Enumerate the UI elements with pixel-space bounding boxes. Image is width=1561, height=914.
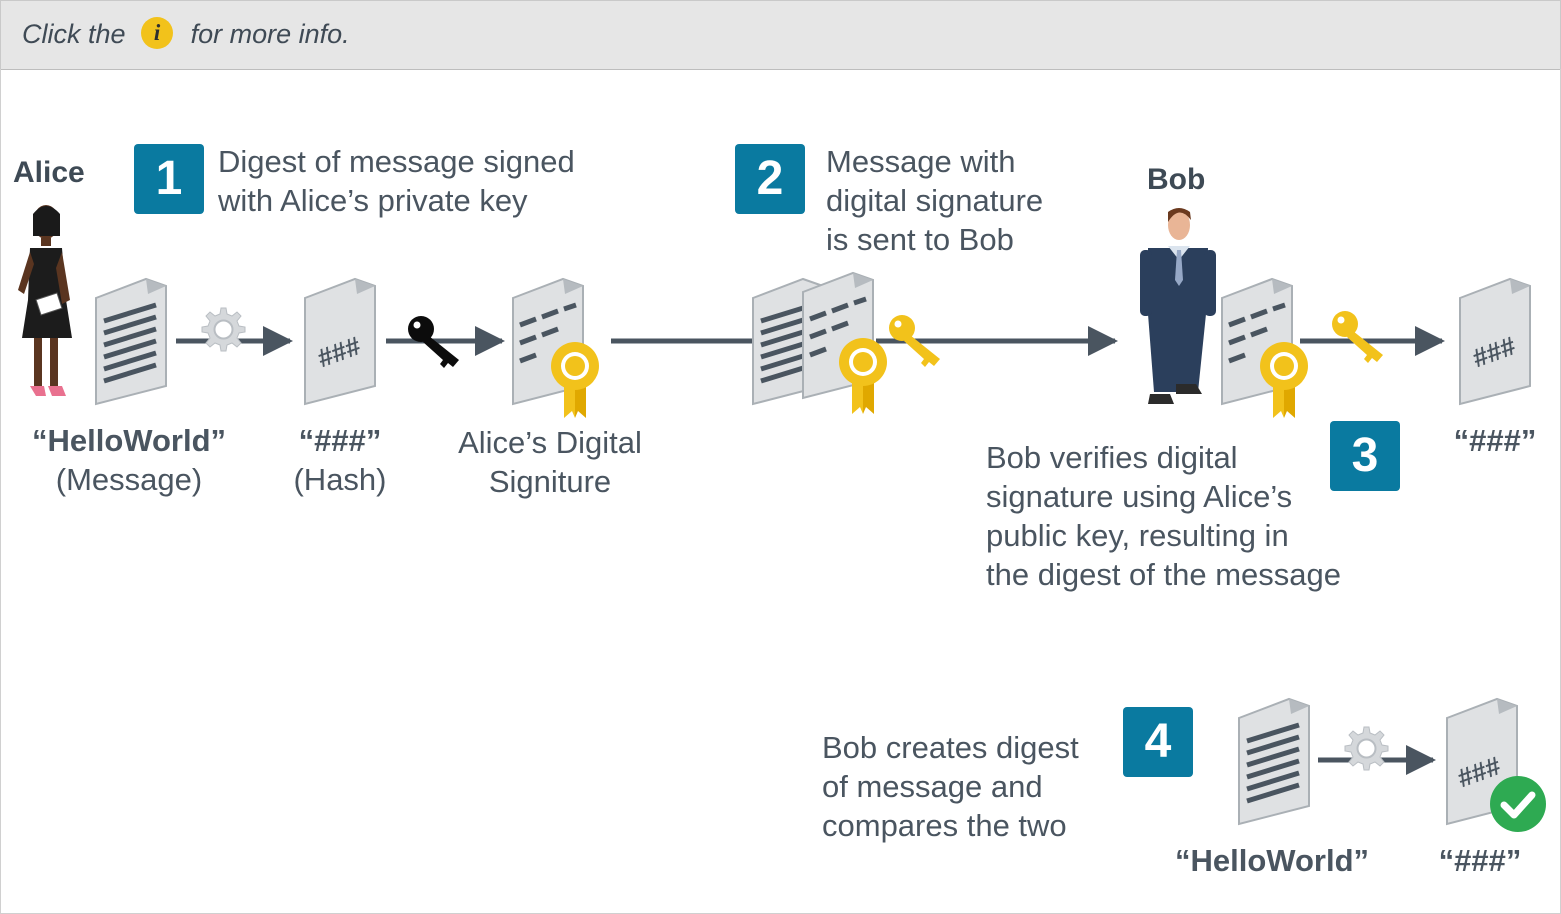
hash-label: “###” (Hash) bbox=[270, 421, 410, 499]
gear-icon bbox=[1344, 726, 1389, 771]
checkmark-icon bbox=[1490, 776, 1546, 832]
bob-name: Bob bbox=[1147, 163, 1206, 196]
bob-hash-label: “###” bbox=[1453, 423, 1537, 458]
step-4-text: Bob creates digest of message and compar… bbox=[822, 728, 1079, 845]
step-4-badge: 4 bbox=[1123, 707, 1193, 777]
hint-text-start: Click the bbox=[22, 19, 126, 49]
gear-icon bbox=[201, 307, 246, 352]
message-label: “HelloWorld” (Message) bbox=[18, 421, 240, 499]
step-2-badge: 2 bbox=[735, 144, 805, 214]
step-2-line: is sent to Bob bbox=[826, 222, 1014, 257]
alice-name: Alice bbox=[13, 156, 85, 189]
document-icon bbox=[1238, 697, 1310, 826]
step-3-line: the digest of the message bbox=[986, 557, 1342, 592]
step-3-line: Bob verifies digital bbox=[986, 440, 1238, 475]
step-1-text: Digest of message signed with Alice’s pr… bbox=[218, 142, 575, 220]
certificate-ribbon-icon bbox=[551, 342, 599, 418]
step-2-line: digital signature bbox=[826, 183, 1044, 218]
step-4-line: compares the two bbox=[822, 808, 1067, 843]
hint-text-end: for more info. bbox=[190, 19, 350, 49]
step-4-line: of message and bbox=[822, 769, 1043, 804]
person-bob-icon bbox=[1140, 208, 1216, 404]
step-3-line: signature using Alice’s bbox=[986, 479, 1293, 514]
document-icon: ### bbox=[304, 277, 376, 406]
step-1-line: Digest of message signed bbox=[218, 144, 575, 179]
message-caption: (Message) bbox=[55, 462, 203, 497]
info-icon[interactable]: i bbox=[141, 16, 174, 49]
step-4-line: Bob creates digest bbox=[822, 730, 1079, 765]
certificate-ribbon-icon bbox=[839, 338, 887, 414]
step-3-line: public key, resulting in bbox=[986, 518, 1289, 553]
signature-label: Alice’s Digital Signiture bbox=[440, 423, 660, 501]
step4-hash-label: “###” bbox=[1438, 843, 1522, 878]
step-1-badge: 1 bbox=[134, 144, 204, 214]
info-hint: Click the i for more info. bbox=[22, 16, 350, 52]
hash-value: “###” bbox=[298, 423, 382, 458]
step-1-line: with Alice’s private key bbox=[218, 183, 528, 218]
document-icon bbox=[95, 277, 167, 406]
step-3-badge: 3 bbox=[1330, 421, 1400, 491]
person-alice-icon bbox=[18, 205, 72, 396]
step-2-text: Message with digital signature is sent t… bbox=[826, 142, 1043, 259]
step4-message-label: “HelloWorld” bbox=[1174, 843, 1370, 878]
certificate-ribbon-icon bbox=[1260, 342, 1308, 418]
step-2-line: Message with bbox=[826, 144, 1016, 179]
header-bar: Click the i for more info. bbox=[0, 0, 1561, 70]
signature-line: Alice’s Digital bbox=[458, 425, 642, 460]
hash-caption: (Hash) bbox=[293, 462, 387, 497]
step-3-text: Bob verifies digital signature using Ali… bbox=[986, 438, 1341, 594]
document-icon: ### bbox=[1459, 277, 1531, 406]
signature-line: Signiture bbox=[488, 464, 612, 499]
message-value: “HelloWorld” bbox=[31, 423, 227, 458]
public-key-icon bbox=[1332, 311, 1383, 363]
